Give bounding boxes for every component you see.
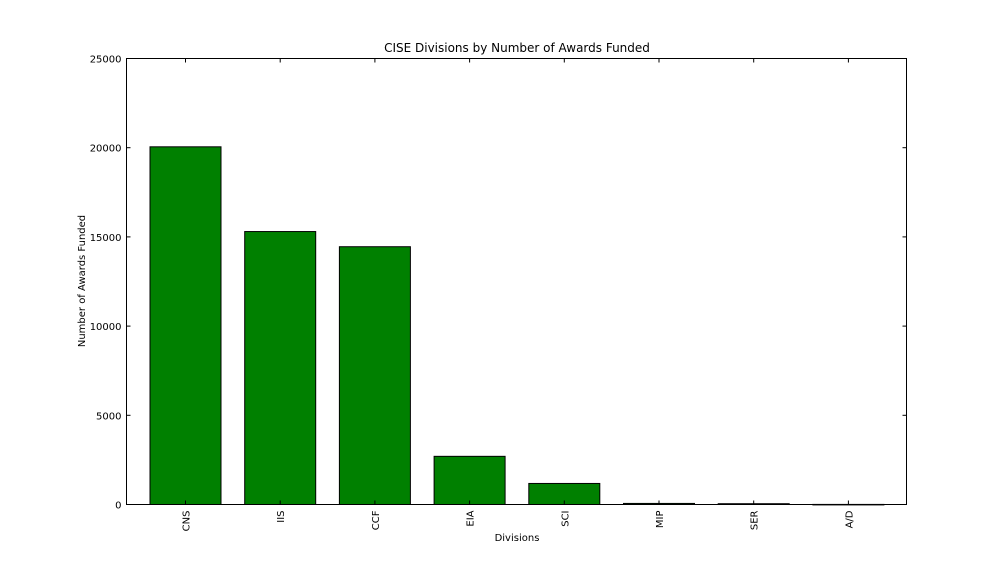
x-tick-label-cns: CNS <box>182 511 193 532</box>
y-axis-label: Number of Awards Funded <box>77 215 88 347</box>
bars-group <box>149 146 885 506</box>
y-ticks-group: 0 5000 10000 15000 20000 25000 <box>90 55 907 512</box>
x-ticks-group: CNS IIS CCF EIA SCI MIP SER A/D <box>182 58 855 532</box>
y-tick-label: 15000 <box>90 233 122 244</box>
x-axis-label: Divisions <box>495 533 540 544</box>
bar-eia <box>433 455 506 505</box>
bar-cns <box>149 146 222 505</box>
y-tick-label: 10000 <box>90 322 122 333</box>
x-tick-label-ad: A/D <box>844 510 855 528</box>
bar-ccf <box>338 246 411 505</box>
chart-title: CISE Divisions by Number of Awards Funde… <box>384 41 650 55</box>
plot-frame <box>126 58 907 505</box>
x-tick-label-eia: EIA <box>466 510 477 526</box>
y-tick-label: 25000 <box>90 55 122 66</box>
y-tick-label: 0 <box>115 501 121 512</box>
x-tick-label-sci: SCI <box>560 511 571 527</box>
bar-iis <box>244 231 317 505</box>
x-tick-label-mip: MIP <box>655 511 666 529</box>
x-tick-label-ser: SER <box>750 510 761 530</box>
y-tick-label: 5000 <box>96 411 121 422</box>
x-tick-label-iis: IIS <box>276 511 287 523</box>
x-tick-label-ccf: CCF <box>371 510 382 530</box>
y-tick-label: 20000 <box>90 144 122 155</box>
